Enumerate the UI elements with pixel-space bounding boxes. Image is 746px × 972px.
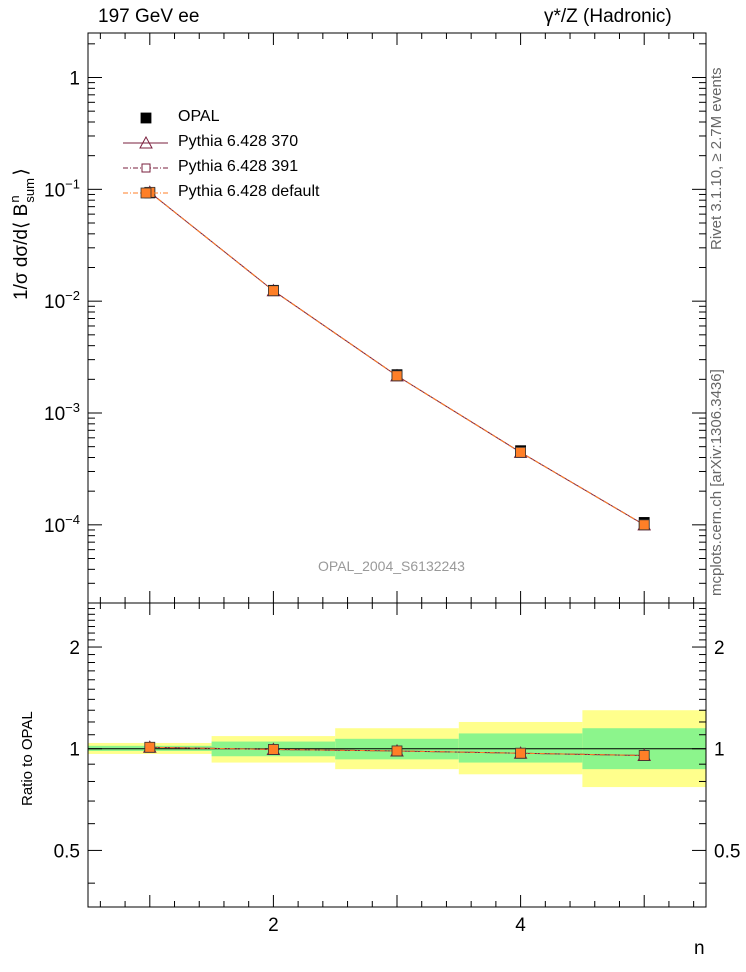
series-lines bbox=[149, 191, 645, 756]
legend bbox=[123, 112, 168, 199]
legend-marker-4 bbox=[140, 187, 152, 199]
series-markers bbox=[142, 185, 652, 761]
y-tick-label-ratio-right: 1 bbox=[714, 740, 725, 761]
legend-label-pythia-370: Pythia 6.428 370 bbox=[178, 133, 299, 150]
y-tick-label-main: 10−1 bbox=[44, 176, 80, 201]
main-point-series-4 bbox=[515, 446, 526, 458]
y-tick-label-ratio-left: 2 bbox=[69, 638, 80, 659]
ratio-point-series-3 bbox=[391, 745, 403, 757]
x-tick-label-4: 4 bbox=[515, 915, 526, 936]
ratio-point-series-3 bbox=[144, 741, 156, 753]
legend-label-pythia-default: Pythia 6.428 default bbox=[178, 183, 320, 200]
ratio-y-axis-label: Ratio to OPAL bbox=[19, 711, 36, 806]
ratio-point-series-3 bbox=[515, 747, 526, 759]
main-point-series-4 bbox=[638, 519, 650, 531]
legend-marker-3 bbox=[141, 163, 151, 173]
legend-marker-1 bbox=[140, 112, 152, 124]
x-tick-label-2: 2 bbox=[268, 915, 279, 936]
legend-marker-2 bbox=[139, 135, 153, 149]
y-tick-label-main: 1 bbox=[69, 69, 80, 90]
y-tick-label-main: 10−2 bbox=[44, 288, 80, 313]
main-point-series-4 bbox=[267, 285, 279, 297]
main-line-series-4 bbox=[149, 191, 645, 526]
y-tick-label-main: 10−3 bbox=[44, 400, 80, 425]
ratio-point-series-3 bbox=[267, 744, 279, 755]
axes: 2 4 1 10−1 10−2 10−3 10−4 0.5 0.5 1 1 2 2 bbox=[44, 32, 740, 936]
legend-label-opal: OPAL bbox=[178, 108, 220, 125]
main-line-series-2 bbox=[149, 191, 645, 526]
y-tick-label-ratio-right: 2 bbox=[714, 638, 725, 659]
ratio-point-series-3 bbox=[638, 750, 650, 761]
legend-label-pythia-391: Pythia 6.428 391 bbox=[178, 158, 299, 175]
mcplots-label: mcplots.cern.ch [arXiv:1306.3436] bbox=[708, 369, 725, 596]
energy-label: 197 GeV ee bbox=[98, 6, 200, 27]
y-tick-label-main: 10−4 bbox=[44, 512, 80, 537]
y-tick-label-ratio-left: 1 bbox=[69, 740, 80, 761]
y-tick-label-ratio-right: 0.5 bbox=[714, 841, 740, 862]
process-label: γ*/Z (Hadronic) bbox=[544, 6, 672, 27]
main-point-series-4 bbox=[391, 370, 403, 382]
x-axis-label: n bbox=[694, 938, 705, 959]
rivet-version-label: Rivet 3.1.10, ≥ 2.7M events bbox=[708, 67, 725, 251]
analysis-id-label: OPAL_2004_S6132243 bbox=[318, 558, 465, 574]
main-line-series-3 bbox=[149, 191, 645, 526]
y-tick-label-ratio-left: 0.5 bbox=[54, 841, 80, 862]
